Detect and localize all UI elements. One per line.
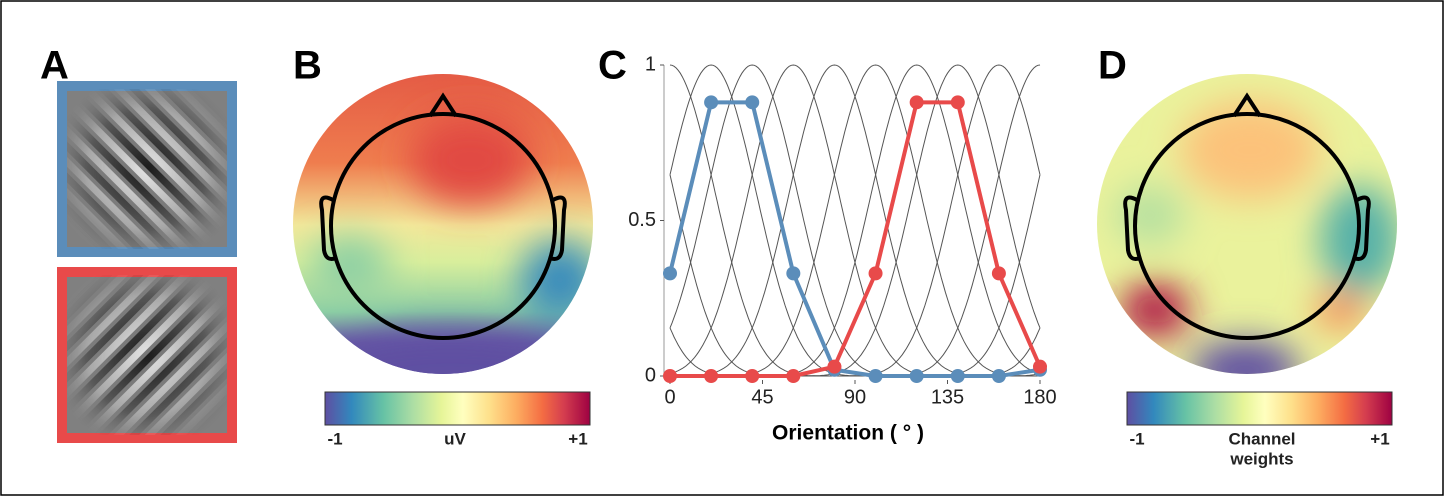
data-point [991,369,1006,383]
y-tick-label: 0.5 [628,209,656,231]
data-point [786,369,801,383]
x-tick-label: 45 [751,386,773,408]
x-axis-label: Orientation ( ° ) [772,422,924,445]
panel-label: C [598,44,627,88]
data-point [786,266,801,281]
colorbar-label: +1 [568,429,587,448]
colorbar-label: weights [1229,449,1293,468]
data-point [663,266,677,281]
colorbar [324,391,591,426]
x-tick-label: 0 [664,386,675,408]
topoplot [293,74,593,374]
data-point [868,266,883,281]
data-point [704,95,719,110]
x-tick-label: 180 [1023,386,1056,408]
data-point [704,369,719,383]
y-tick-label: 1 [645,53,656,75]
data-point [745,95,760,110]
data-point [950,95,965,110]
gabor-red [57,267,237,443]
panel-label: B [293,44,322,88]
panel-label: A [40,44,69,88]
data-point [950,369,965,383]
colorbar-label: -1 [327,429,342,448]
topoplot [1097,74,1397,374]
basis-curve [669,64,1041,377]
head-outline [1123,92,1371,340]
colorbar-label: Channel [1228,429,1295,448]
data-point [827,359,842,374]
y-tick-label: 0 [645,364,656,386]
colorbar-label: +1 [1370,429,1389,448]
x-tick-label: 135 [931,386,964,408]
data-point [991,266,1006,281]
colorbar [1126,391,1393,426]
gabor-blue [57,81,237,257]
series-line [670,100,1042,378]
colorbar-label: -1 [1129,429,1144,448]
series-line [668,100,1041,378]
x-tick-label: 90 [844,386,866,408]
panel-label: D [1098,44,1127,88]
data-point [868,369,883,383]
data-point [745,369,760,383]
data-point [663,369,677,383]
data-point [909,369,924,383]
head-outline [319,92,567,340]
colorbar-label: uV [444,429,466,448]
data-point [1033,359,1047,374]
data-point [909,95,924,110]
